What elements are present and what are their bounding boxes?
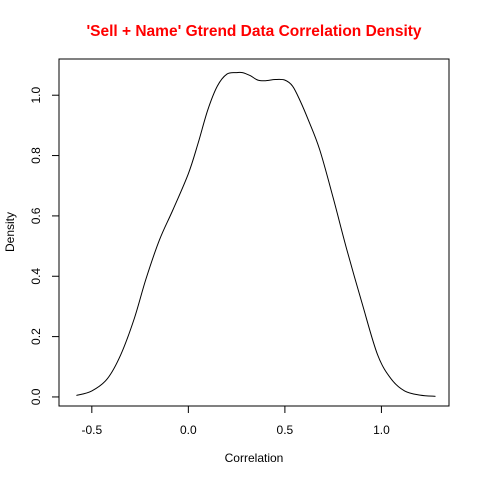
y-tick-label: 0.8: [29, 147, 43, 164]
plot-frame: [58, 58, 450, 407]
x-tick-label: -0.5: [81, 423, 102, 437]
chart-title: 'Sell + Name' Gtrend Data Correlation De…: [86, 23, 421, 40]
y-tick-label: 0.0: [29, 388, 43, 405]
y-tick-label: 0.2: [29, 328, 43, 345]
y-tick-label: 0.6: [29, 207, 43, 224]
x-tick-label: 1.0: [373, 423, 390, 437]
density-curve: [76, 71, 436, 397]
x-axis: -0.5 0.0 0.5 1.0: [81, 405, 390, 437]
x-tick-label: 0.5: [277, 423, 294, 437]
y-axis-label: Density: [3, 212, 17, 252]
y-tick-label: 1.0: [29, 87, 43, 104]
y-axis: 0.0 0.2 0.4 0.6 0.8 1.0: [29, 87, 60, 405]
y-tick-label: 0.4: [29, 268, 43, 285]
x-axis-label: Correlation: [225, 451, 284, 465]
x-tick-label: 0.0: [180, 423, 197, 437]
